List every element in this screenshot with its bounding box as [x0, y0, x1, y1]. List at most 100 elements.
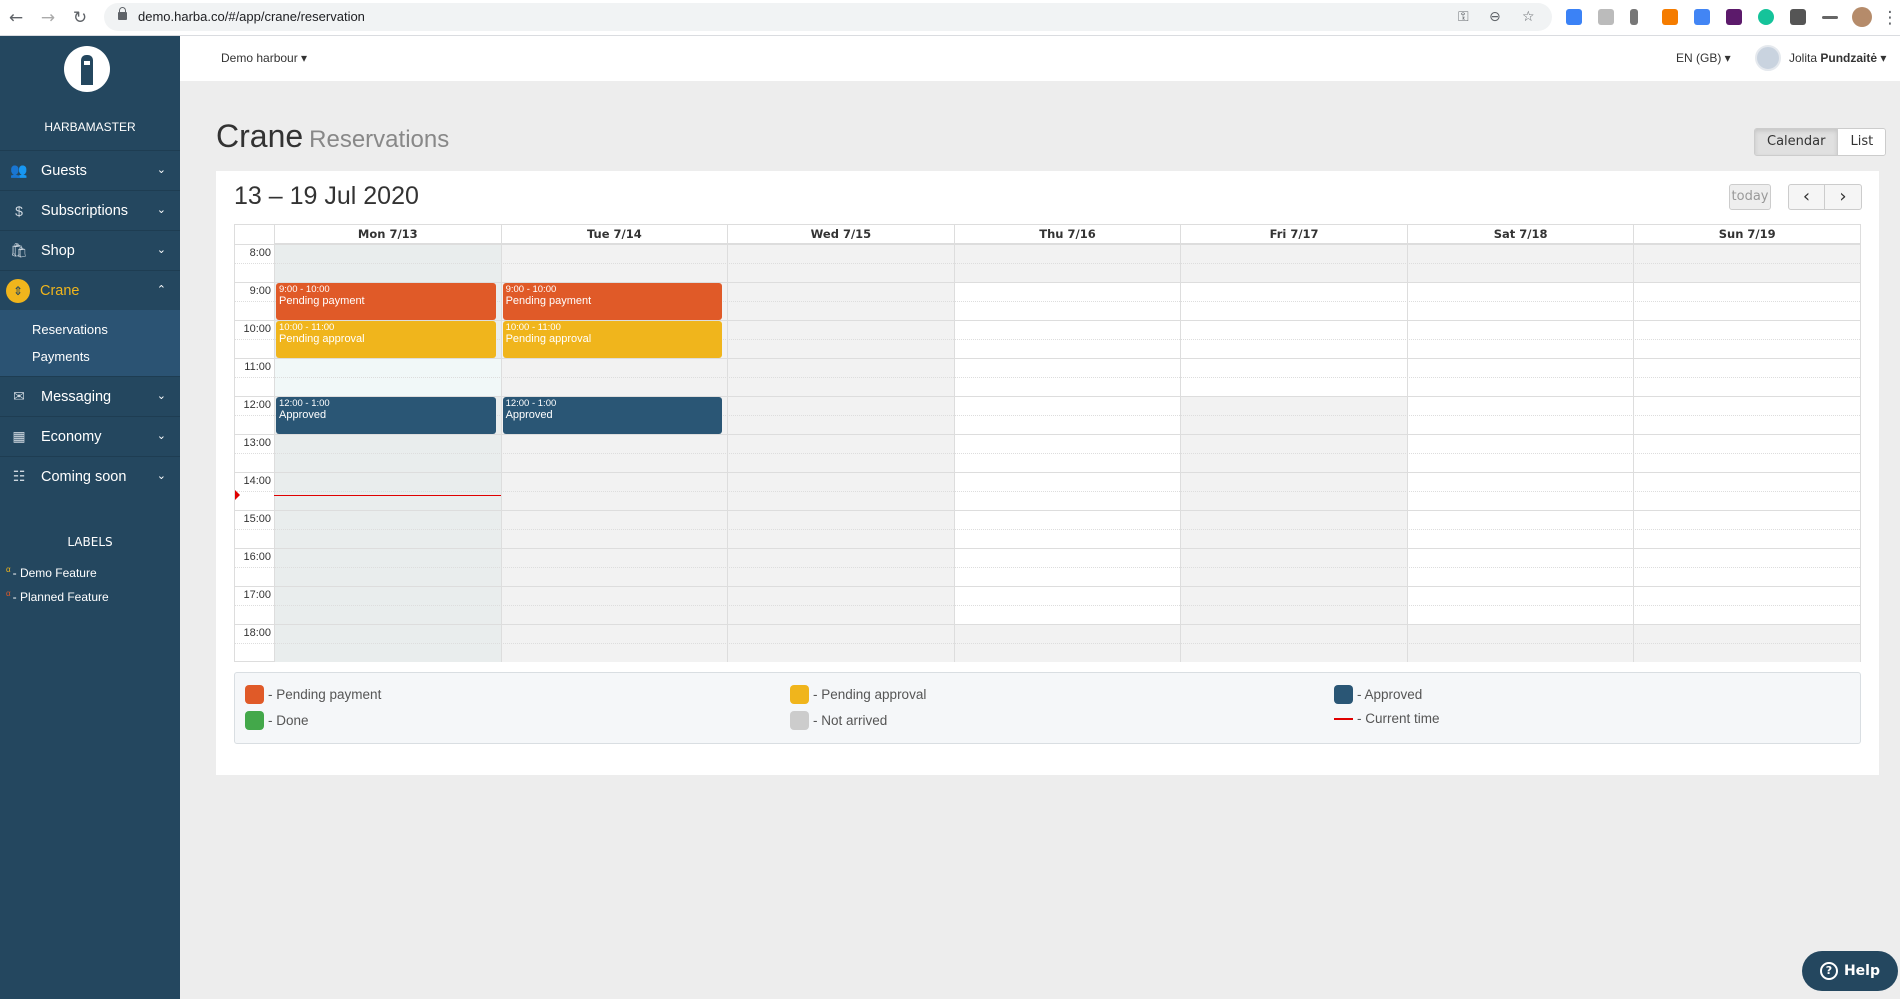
extension-icon[interactable]: [1598, 9, 1614, 25]
grammarly-icon[interactable]: [1758, 9, 1774, 25]
language-dropdown[interactable]: EN (GB) ▾: [1676, 51, 1731, 65]
current-time-line-swatch: [1334, 717, 1353, 720]
sidebar-item-guests[interactable]: 👥 Guests ⌄: [0, 150, 180, 190]
sidebar: HARBAMASTER 👥 Guests ⌄ $ Subscriptions ⌄ 🛍 Shop…: [0, 36, 180, 999]
reservation-event[interactable]: 12:00 - 1:00 Approved: [502, 397, 723, 434]
time-axis-label: 14:00: [235, 472, 274, 510]
sidebar-item-shop[interactable]: 🛍 Shop ⌄: [0, 230, 180, 270]
legend-label: - Current time: [1357, 711, 1440, 726]
event-status: Pending payment: [505, 295, 592, 307]
sidebar-item-subscriptions[interactable]: $ Subscriptions ⌄: [0, 190, 180, 230]
event-time: 9:00 - 10:00: [505, 284, 557, 295]
reservation-event[interactable]: 10:00 - 11:00 Pending approval: [276, 321, 496, 358]
docs-icon[interactable]: [1694, 9, 1710, 25]
sidebar-item-label: Economy: [41, 428, 102, 445]
day-header: Wed 7/15: [727, 225, 954, 244]
sidebar-item-label: Messaging: [41, 388, 112, 405]
help-button[interactable]: ? Help: [1802, 951, 1898, 991]
brand-name: HARBAMASTER: [44, 120, 136, 134]
extension-icon[interactable]: [1662, 9, 1678, 25]
color-swatch: [790, 685, 809, 704]
puzzle-icon[interactable]: [1790, 9, 1806, 25]
legend-label: - Done: [268, 713, 309, 728]
event-time: 12:00 - 1:00: [505, 398, 557, 409]
sidebar-subitem-payments[interactable]: Payments: [32, 349, 90, 364]
half-hour-line: [235, 263, 1860, 264]
half-hour-line: [235, 301, 1860, 302]
sidebar-item-economy[interactable]: ▦ Economy ⌄: [0, 416, 180, 456]
calculator-icon: ▦: [12, 428, 26, 444]
chevron-down-icon[interactable]: ⌄: [156, 204, 166, 216]
reservation-event[interactable]: 12:00 - 1:00 Approved: [276, 397, 496, 434]
half-hour-line: [235, 529, 1860, 530]
time-axis-label: 18:00: [235, 624, 274, 662]
reservation-event[interactable]: 10:00 - 11:00 Pending approval: [502, 321, 723, 358]
reservation-event[interactable]: 9:00 - 10:00 Pending payment: [276, 283, 496, 320]
status-legend: - Pending payment - Pending approval - App…: [234, 672, 1861, 744]
lock-icon: [118, 7, 127, 20]
chevron-down-icon[interactable]: ⌄: [156, 430, 166, 442]
chevron-down-icon[interactable]: ⌄: [156, 470, 166, 482]
prev-week-button[interactable]: ‹: [1788, 184, 1825, 210]
legend-label: - Pending approval: [813, 687, 927, 702]
chevron-down-icon[interactable]: ⌄: [156, 390, 166, 402]
reservation-event[interactable]: 9:00 - 10:00 Pending payment: [502, 283, 723, 320]
legend-item-pending-approval: - Pending approval: [790, 685, 926, 704]
user-avatar[interactable]: [1755, 45, 1781, 71]
eyedropper-icon[interactable]: [1630, 9, 1638, 25]
url-text: demo.harba.co/#/app/crane/reservation: [138, 9, 365, 24]
event-status: Pending payment: [279, 295, 365, 307]
harbour-dropdown[interactable]: Demo harbour ▾: [221, 51, 308, 65]
address-bar[interactable]: demo.harba.co/#/app/crane/reservation ⚿ …: [104, 3, 1552, 31]
back-icon[interactable]: ←: [8, 8, 24, 28]
forward-icon[interactable]: →: [40, 8, 56, 28]
half-hour-line: [235, 415, 1860, 416]
today-button[interactable]: today: [1729, 184, 1771, 210]
user-menu[interactable]: Jolita Pundzaitė ▾: [1789, 51, 1887, 65]
star-icon[interactable]: ☆: [1522, 9, 1535, 25]
time-axis-label: 8:00: [235, 244, 274, 282]
grid-icon: ☷: [12, 468, 26, 484]
color-swatch: [245, 711, 264, 730]
day-header: Sun 7/19: [1633, 225, 1860, 244]
event-time: 10:00 - 11:00: [505, 322, 561, 333]
sidebar-menu: 👥 Guests ⌄ $ Subscriptions ⌄ 🛍 Shop ⌄ ⇕ Crane ⌃ Rese…: [0, 150, 180, 496]
list-view-button[interactable]: List: [1838, 129, 1886, 155]
sidebar-item-coming-soon[interactable]: ☷ Coming soon ⌄: [0, 456, 180, 496]
media-icon[interactable]: [1822, 16, 1838, 19]
zoom-icon[interactable]: ⊖: [1489, 9, 1501, 25]
sidebar-subitem-reservations[interactable]: Reservations: [32, 322, 108, 337]
sidebar-item-label: Shop: [41, 242, 75, 259]
half-hour-line: [235, 377, 1860, 378]
legend-item-approved: - Approved: [1334, 685, 1422, 704]
event-time: 10:00 - 11:00: [279, 322, 335, 333]
sidebar-item-crane[interactable]: ⇕ Crane ⌃: [0, 270, 180, 310]
date-range-title: 13 – 19 Jul 2020: [234, 182, 419, 210]
chevron-up-icon[interactable]: ⌃: [156, 284, 166, 296]
event-time: 9:00 - 10:00: [279, 284, 330, 295]
sidebar-item-label: Guests: [41, 162, 87, 179]
legend-label: - Approved: [1357, 687, 1423, 702]
label-demo-feature: α- Demo Feature: [6, 565, 97, 580]
next-week-button[interactable]: ›: [1824, 184, 1862, 210]
lighthouse-logo-icon[interactable]: [64, 46, 110, 92]
sidebar-item-messaging[interactable]: ✉ Messaging ⌄: [0, 376, 180, 416]
current-time-line: [274, 494, 501, 496]
top-bar: Demo harbour ▾ EN (GB) ▾ Jolita Pundzait…: [180, 36, 1900, 81]
extension-icon[interactable]: [1726, 9, 1742, 25]
time-axis-label: 16:00: [235, 548, 274, 586]
chevron-down-icon[interactable]: ⌄: [156, 244, 166, 256]
time-axis-label: 13:00: [235, 434, 274, 472]
calendar-view-button[interactable]: Calendar: [1755, 129, 1839, 155]
label-planned-feature: α- Planned Feature: [6, 589, 109, 604]
event-status: Pending approval: [505, 333, 592, 345]
key-icon[interactable]: ⚿: [1458, 9, 1469, 25]
reload-icon[interactable]: ↻: [72, 8, 88, 28]
chevron-down-icon[interactable]: ⌄: [156, 164, 166, 176]
time-axis-label: 11:00: [235, 358, 274, 396]
day-header: Thu 7/16: [953, 225, 1181, 244]
profile-avatar[interactable]: [1852, 7, 1872, 27]
extension-icon[interactable]: [1566, 9, 1582, 25]
menu-icon[interactable]: ⋮: [1881, 8, 1899, 28]
sidebar-item-label: Subscriptions: [41, 202, 129, 219]
